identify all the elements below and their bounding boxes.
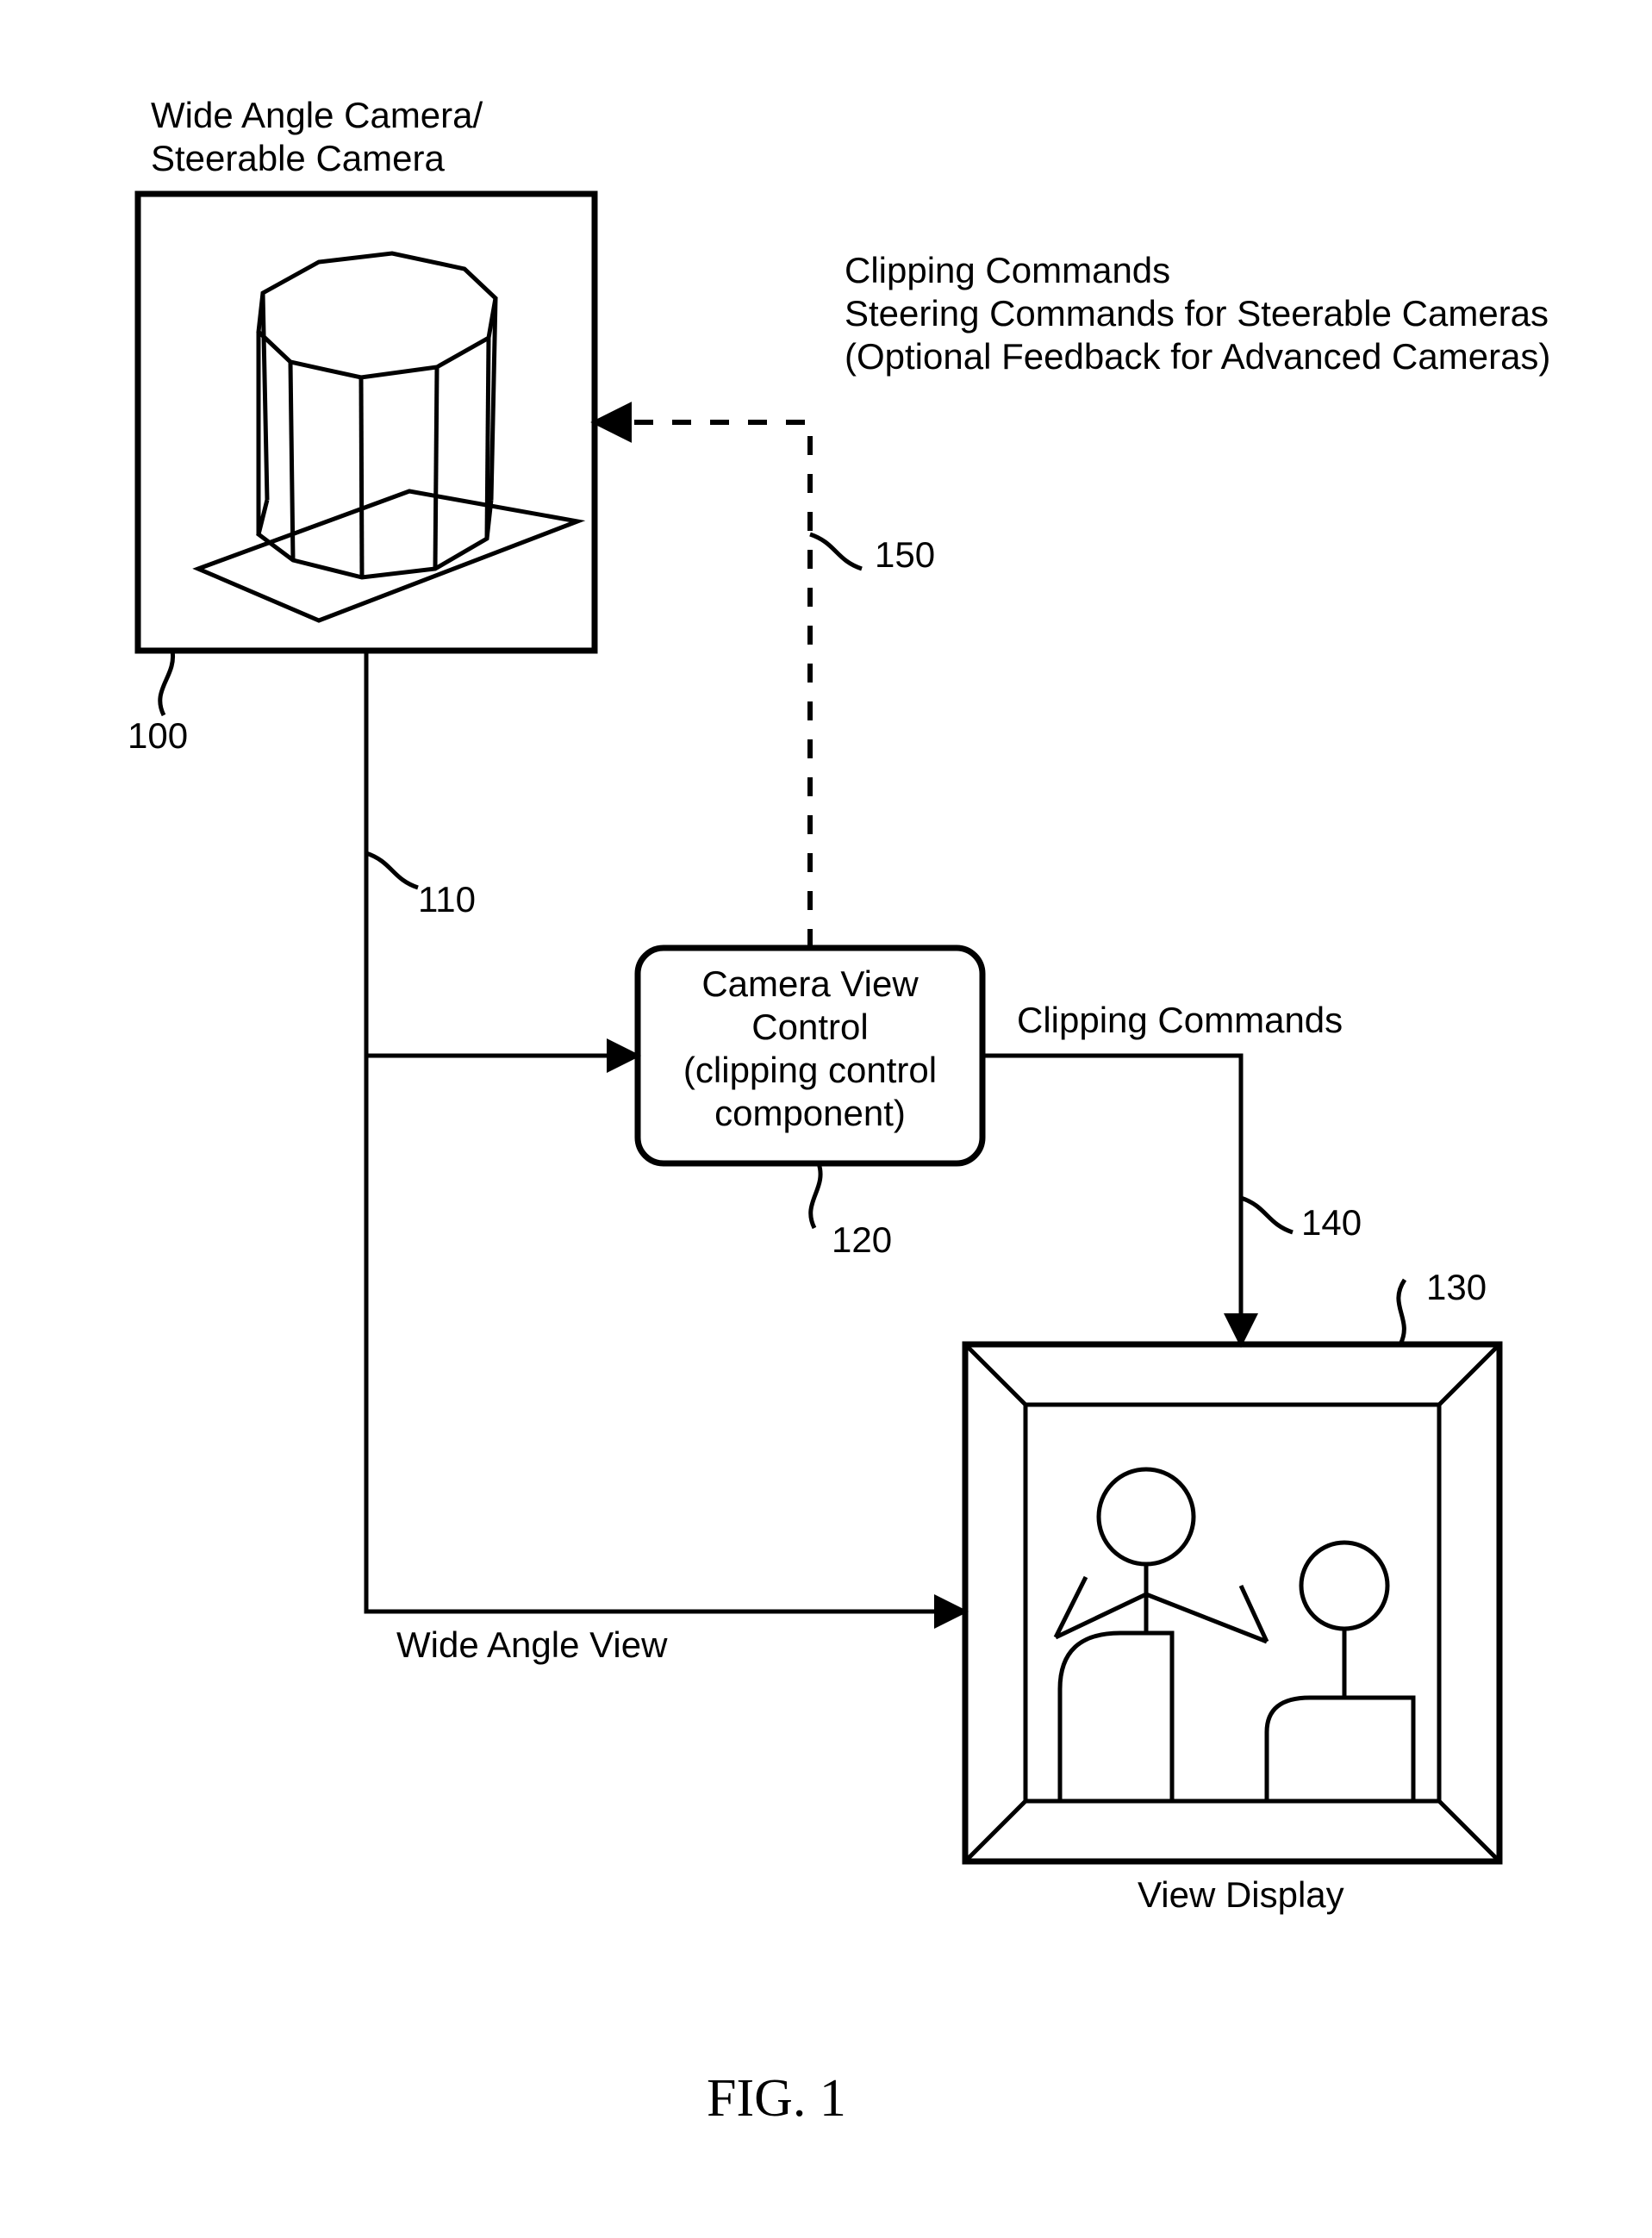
control-line1: Camera View	[698, 963, 922, 1005]
view-display-label: View Display	[1138, 1874, 1344, 1916]
edge-camera-to-display	[366, 1056, 965, 1611]
diagram-page: Wide Angle Camera/ Steerable Camera Clip…	[0, 0, 1652, 2238]
control-line2: Control	[698, 1007, 922, 1048]
clipping-commands-label: Clipping Commands	[1017, 1000, 1343, 1041]
stick-figure-right	[1267, 1543, 1413, 1801]
camera-title-line1: Wide Angle Camera/	[151, 95, 483, 136]
ref-squiggle-130	[1399, 1280, 1405, 1344]
edge-feedback	[595, 422, 810, 948]
ref-110: 110	[418, 879, 476, 920]
camera-title-line2: Steerable Camera	[151, 138, 445, 179]
ref-140: 140	[1301, 1202, 1362, 1244]
camera-device	[198, 253, 577, 620]
ref-100: 100	[128, 715, 188, 757]
stick-figure-left	[1056, 1469, 1267, 1801]
ref-130: 130	[1426, 1267, 1487, 1308]
edge-camera-to-control	[366, 651, 638, 1056]
ref-squiggle-150	[810, 534, 862, 569]
feedback-line1: Clipping Commands	[845, 250, 1170, 291]
control-line3: (clipping control	[668, 1050, 952, 1091]
ref-squiggle-110	[366, 853, 418, 888]
ref-150: 150	[875, 534, 935, 576]
figure-caption: FIG. 1	[707, 2068, 846, 2129]
edge-control-to-display	[982, 1056, 1241, 1344]
feedback-line3: (Optional Feedback for Advanced Cameras)	[845, 336, 1550, 377]
ref-120: 120	[832, 1219, 892, 1261]
ref-squiggle-100	[160, 651, 173, 715]
feedback-line2: Steering Commands for Steerable Cameras	[845, 293, 1549, 334]
control-line4: component)	[698, 1093, 922, 1134]
ref-squiggle-120	[811, 1163, 820, 1228]
ref-squiggle-140	[1241, 1198, 1293, 1232]
wide-angle-view-label: Wide Angle View	[396, 1624, 667, 1666]
view-display-box	[965, 1344, 1499, 1861]
